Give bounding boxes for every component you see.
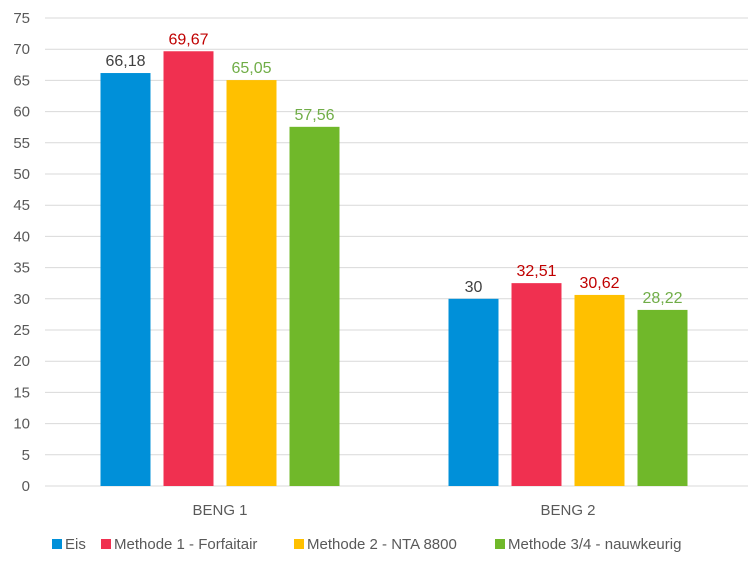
x-category-label: BENG 2: [540, 502, 595, 519]
legend-label: Methode 2 - NTA 8800: [307, 536, 457, 553]
bar: [448, 298, 499, 486]
data-label: 66,18: [105, 53, 145, 70]
y-tick-label: 60: [13, 104, 30, 121]
legend-label: Eis: [65, 536, 86, 553]
legend-swatch: [52, 539, 62, 549]
y-tick-label: 20: [13, 353, 30, 370]
bar: [163, 51, 214, 486]
bars: [100, 51, 688, 487]
x-category-label: BENG 1: [192, 502, 247, 519]
y-tick-label: 70: [13, 41, 30, 58]
bar: [574, 294, 625, 486]
y-tick-label: 0: [22, 478, 30, 495]
data-label: 65,05: [231, 60, 271, 77]
bar: [637, 309, 688, 486]
y-tick-label: 65: [13, 72, 30, 89]
y-tick-label: 25: [13, 322, 30, 339]
legend-swatch: [101, 539, 111, 549]
legend-swatch: [294, 539, 304, 549]
y-tick-label: 5: [22, 447, 30, 464]
legend-label: Methode 3/4 - nauwkeurig: [508, 536, 681, 553]
y-tick-label: 75: [13, 10, 30, 27]
y-tick-label: 15: [13, 384, 30, 401]
legend: Eis Methode 1 - Forfaitair Methode 2 - NTA…: [52, 536, 681, 553]
y-tick-label: 10: [13, 416, 30, 433]
data-label: 69,67: [168, 31, 208, 48]
y-tick-label: 35: [13, 260, 30, 277]
x-axis-categories: BENG 1 BENG 2: [192, 502, 595, 519]
y-tick-label: 45: [13, 197, 30, 214]
bar: [289, 126, 340, 487]
y-tick-label: 50: [13, 166, 30, 183]
data-labels: 66,18 69,67 65,05 57,56 30 32,51 30,62 28,22: [105, 31, 682, 307]
legend-swatch: [495, 539, 505, 549]
gridlines: [45, 17, 748, 487]
legend-label: Methode 1 - Forfaitair: [114, 536, 257, 553]
data-label: 57,56: [294, 107, 334, 124]
y-tick-label: 40: [13, 228, 30, 245]
data-label: 32,51: [516, 263, 556, 280]
bar: [511, 283, 562, 486]
bar: [100, 73, 151, 486]
data-label: 30,62: [579, 275, 619, 292]
bar: [226, 80, 277, 486]
y-tick-label: 55: [13, 135, 30, 152]
data-label: 30: [465, 279, 483, 296]
y-axis-ticks: 0 5 10 15 20 25 30 35 40 45 50 55 60 65 70 75: [13, 10, 30, 495]
y-tick-label: 30: [13, 291, 30, 308]
data-label: 28,22: [642, 290, 682, 307]
